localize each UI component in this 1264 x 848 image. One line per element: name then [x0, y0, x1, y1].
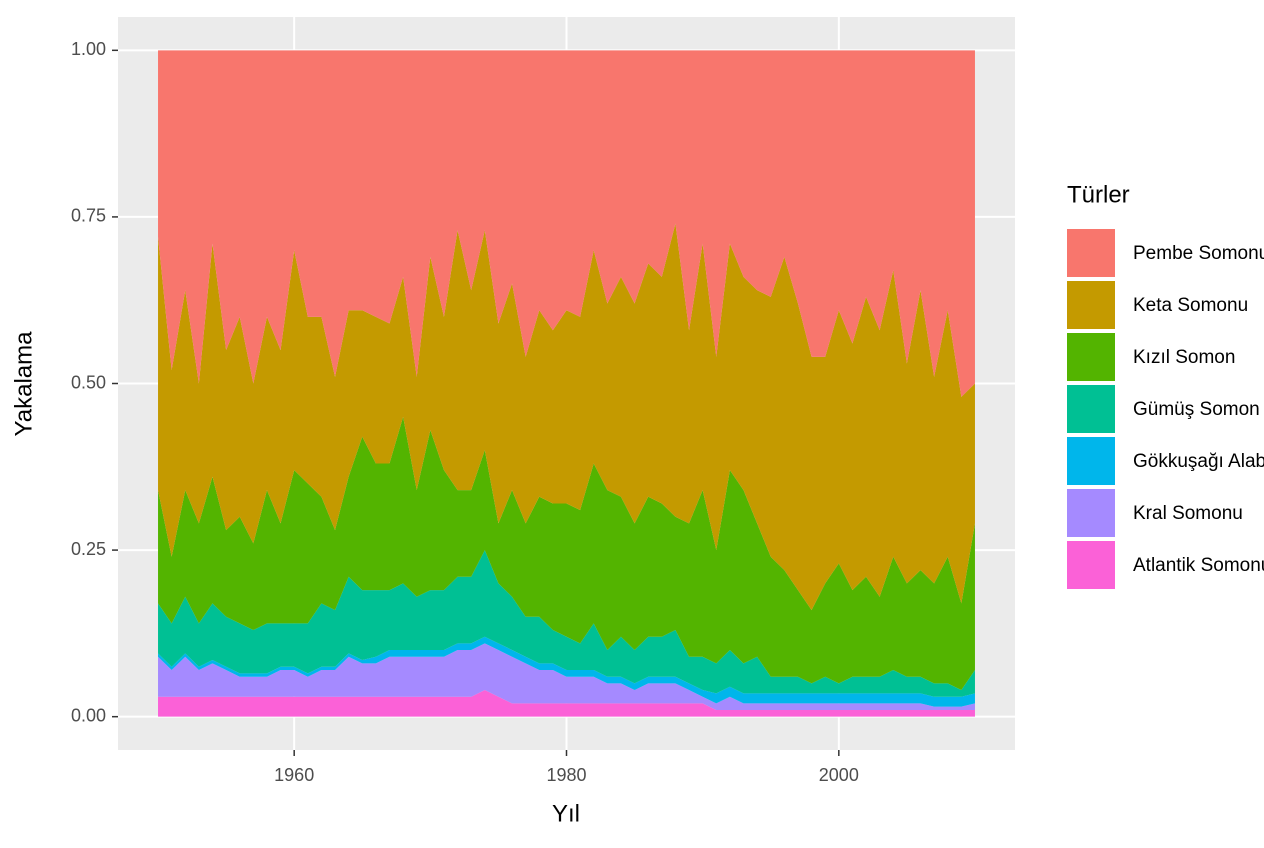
area: [158, 50, 975, 397]
legend-key: [1067, 229, 1115, 277]
y-tick-label: 1.00: [71, 39, 106, 59]
x-tick-label: 1960: [274, 765, 314, 785]
y-tick-label: 0.00: [71, 705, 106, 725]
y-tick-label: 0.50: [71, 372, 106, 392]
legend-label: Kral Somonu: [1133, 503, 1243, 524]
legend-label: Kızıl Somon: [1133, 347, 1235, 368]
legend-label: Pembe Somonu: [1133, 243, 1264, 264]
area: [158, 416, 975, 691]
area: [158, 636, 975, 707]
x-tick-label: 1980: [546, 765, 586, 785]
area: [158, 550, 975, 697]
legend-title: Türler: [1067, 181, 1130, 208]
legend-key: [1067, 437, 1115, 485]
y-tick-label: 0.25: [71, 539, 106, 559]
legend-key: [1067, 333, 1115, 381]
legend-key: [1067, 489, 1115, 537]
legend-key: [1067, 385, 1115, 433]
legend-key: [1067, 541, 1115, 589]
legend-label: Gökkuşağı Alabalığı: [1133, 451, 1264, 472]
legend-label: Gümüş Somon: [1133, 399, 1260, 420]
y-tick-label: 0.75: [71, 206, 106, 226]
y-axis-title: Yakalama: [10, 331, 37, 437]
legend-label: Atlantik Somonu: [1133, 555, 1264, 576]
area: [158, 223, 975, 611]
legend-key: [1067, 281, 1115, 329]
legend-label: Keta Somonu: [1133, 295, 1248, 316]
x-tick-label: 2000: [819, 765, 859, 785]
x-axis-title: Yıl: [552, 800, 580, 827]
